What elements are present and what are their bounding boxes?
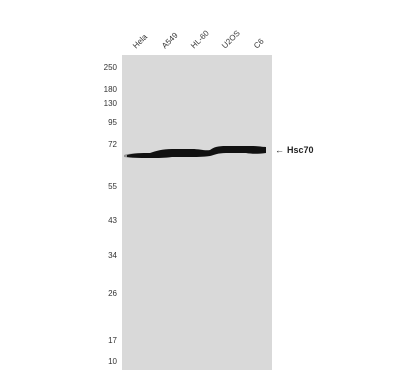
hsc70-band-faint-edge <box>124 153 150 158</box>
mw-marker-label: 72 <box>108 140 117 149</box>
mw-marker-label: 26 <box>108 289 117 298</box>
lane-label: HL-60 <box>189 28 211 50</box>
mw-marker-labels: 250 180 130 95 72 55 43 34 26 17 10 <box>104 63 118 366</box>
mw-marker-label: 130 <box>104 99 118 108</box>
mw-marker-label: 17 <box>108 336 117 345</box>
blot-membrane <box>122 55 272 370</box>
mw-marker-label: 43 <box>108 216 117 225</box>
target-annotation: ← Hsc70 <box>275 145 314 155</box>
mw-marker-label: 180 <box>104 85 118 94</box>
lane-label: C6 <box>252 36 266 50</box>
left-arrow-icon: ← <box>275 145 284 155</box>
lane-label: Hela <box>131 32 149 50</box>
hsc70-band <box>127 146 266 158</box>
lane-label: U2OS <box>220 29 242 51</box>
mw-marker-label: 55 <box>108 182 117 191</box>
mw-marker-label: 10 <box>108 357 117 366</box>
target-protein-label: Hsc70 <box>287 145 314 155</box>
lane-label: A549 <box>160 30 180 50</box>
mw-marker-label: 34 <box>108 251 117 260</box>
mw-marker-label: 95 <box>108 118 117 127</box>
mw-marker-label: 250 <box>104 63 118 72</box>
lane-labels: Hela A549 HL-60 U2OS C6 <box>131 28 266 50</box>
